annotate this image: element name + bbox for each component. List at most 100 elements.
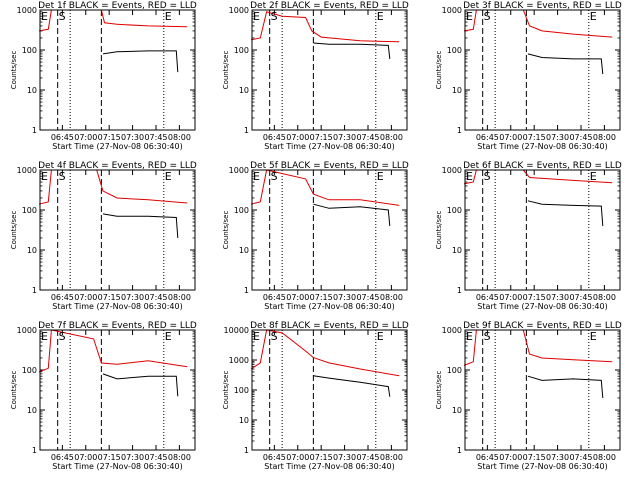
event-marker-label: E xyxy=(377,170,384,183)
y-tick-label: 10 xyxy=(239,246,249,255)
x-tick-label: 06:45 xyxy=(51,293,74,302)
x-tick-label: 07:30 xyxy=(333,133,356,142)
x-tick-label: 07:30 xyxy=(333,293,356,302)
x-tick-label: 08:00 xyxy=(168,293,191,302)
plot-frame xyxy=(251,9,408,131)
event-marker-label: E xyxy=(165,10,172,23)
lld-series-line xyxy=(250,169,400,206)
events-series-line xyxy=(102,50,179,73)
y-tick-label: 10 xyxy=(27,246,37,255)
event-marker-label: S xyxy=(59,10,66,23)
x-tick-label: 07:15 xyxy=(310,453,333,462)
panel-title: Det 5f BLACK = Events, RED = LLD xyxy=(250,161,409,171)
plot-frame xyxy=(39,169,196,291)
x-tick-label: 07:30 xyxy=(333,453,356,462)
x-tick-label: 07:00 xyxy=(286,453,309,462)
lld-series-line xyxy=(463,9,613,38)
x-tick-label: 07:00 xyxy=(499,133,522,142)
x-tick-label: 07:15 xyxy=(523,453,546,462)
y-tick-label: 1000 xyxy=(229,356,249,365)
y-tick-label: 10 xyxy=(452,406,462,415)
y-axis-label: Counts/sec xyxy=(222,371,230,410)
y-tick-label: 100 xyxy=(234,46,249,55)
x-tick-label: 07:00 xyxy=(286,133,309,142)
event-marker-label: S xyxy=(59,170,66,183)
x-tick-label: 07:00 xyxy=(499,453,522,462)
x-tick-label: 07:45 xyxy=(569,453,592,462)
panel-title: Det 8f BLACK = Events, RED = LLD xyxy=(250,321,409,331)
x-tick-label: 06:45 xyxy=(51,453,74,462)
y-tick-label: 1 xyxy=(457,286,462,295)
event-marker-label: E xyxy=(253,330,260,343)
y-tick-label: 1000 xyxy=(229,6,249,15)
panel-title: Det 6f BLACK = Events, RED = LLD xyxy=(463,161,622,171)
y-tick-label: 1 xyxy=(457,446,462,455)
events-series-line xyxy=(102,213,179,239)
y-axis-label: Counts/sec xyxy=(435,51,443,90)
x-tick-label: 07:15 xyxy=(98,293,121,302)
event-marker-label: S xyxy=(271,170,278,183)
x-tick-label: 08:00 xyxy=(380,453,403,462)
x-tick-label: 07:30 xyxy=(121,453,144,462)
x-axis-label: Start Time (27-Nov-08 06:30:40) xyxy=(477,462,607,471)
event-marker-label: S xyxy=(484,10,491,23)
x-tick-label: 06:45 xyxy=(476,133,499,142)
y-tick-label: 1000 xyxy=(442,6,462,15)
event-marker-label: E xyxy=(590,330,597,343)
event-marker-label: E xyxy=(165,330,172,343)
x-axis-label: Start Time (27-Nov-08 06:30:40) xyxy=(52,302,182,311)
lld-series-line xyxy=(38,9,188,32)
x-tick-label: 07:45 xyxy=(356,453,379,462)
detector-panel-1: Det 1f BLACK = Events, RED = LLD 1 10 100 10… xyxy=(10,1,197,151)
x-tick-label: 07:45 xyxy=(356,133,379,142)
x-tick-label: 08:00 xyxy=(380,133,403,142)
event-marker-label: E xyxy=(590,10,597,23)
panel-title: Det 3f BLACK = Events, RED = LLD xyxy=(463,1,622,11)
events-series-line xyxy=(102,373,179,397)
x-tick-label: 07:45 xyxy=(144,133,167,142)
event-marker-label: S xyxy=(271,330,278,343)
y-tick-label: 10000 xyxy=(224,326,249,335)
y-tick-label: 10 xyxy=(452,246,462,255)
lld-series-line xyxy=(38,169,188,205)
y-tick-label: 10 xyxy=(27,86,37,95)
y-tick-label: 10 xyxy=(27,406,37,415)
events-series-line xyxy=(313,375,391,397)
y-axis-label: Counts/sec xyxy=(222,51,230,90)
y-tick-label: 1000 xyxy=(442,326,462,335)
x-tick-label: 07:00 xyxy=(286,293,309,302)
detector-panel-8: Det 8f BLACK = Events, RED = LLD 1 10 100 10… xyxy=(222,321,409,471)
plot-frame xyxy=(464,9,621,131)
event-marker-label: E xyxy=(165,170,172,183)
y-tick-label: 10 xyxy=(452,86,462,95)
event-marker-label: E xyxy=(253,170,260,183)
x-tick-label: 07:30 xyxy=(546,133,569,142)
x-tick-label: 07:15 xyxy=(98,133,121,142)
events-series-line xyxy=(313,203,391,226)
x-tick-label: 07:45 xyxy=(144,293,167,302)
x-tick-label: 07:00 xyxy=(74,293,97,302)
event-marker-label: S xyxy=(484,170,491,183)
y-axis-label: Counts/sec xyxy=(10,51,18,90)
x-tick-label: 07:30 xyxy=(546,453,569,462)
x-tick-label: 06:45 xyxy=(51,133,74,142)
event-marker-label: E xyxy=(377,330,384,343)
event-marker-label: S xyxy=(484,330,491,343)
x-tick-label: 06:45 xyxy=(476,453,499,462)
x-tick-label: 07:00 xyxy=(74,133,97,142)
x-tick-label: 07:45 xyxy=(144,453,167,462)
panel-title: Det 4f BLACK = Events, RED = LLD xyxy=(38,161,197,171)
x-axis-label: Start Time (27-Nov-08 06:30:40) xyxy=(477,142,607,151)
x-tick-label: 07:00 xyxy=(499,293,522,302)
x-tick-label: 07:00 xyxy=(74,453,97,462)
lld-series-line xyxy=(463,329,613,366)
y-tick-label: 1000 xyxy=(229,166,249,175)
y-axis-label: Counts/sec xyxy=(435,211,443,250)
x-tick-label: 07:45 xyxy=(569,133,592,142)
detector-panel-2: Det 2f BLACK = Events, RED = LLD 1 10 100 10… xyxy=(222,1,409,151)
x-tick-label: 07:15 xyxy=(98,453,121,462)
event-marker-label: S xyxy=(59,330,66,343)
y-tick-label: 100 xyxy=(22,206,37,215)
x-axis-label: Start Time (27-Nov-08 06:30:40) xyxy=(264,142,394,151)
